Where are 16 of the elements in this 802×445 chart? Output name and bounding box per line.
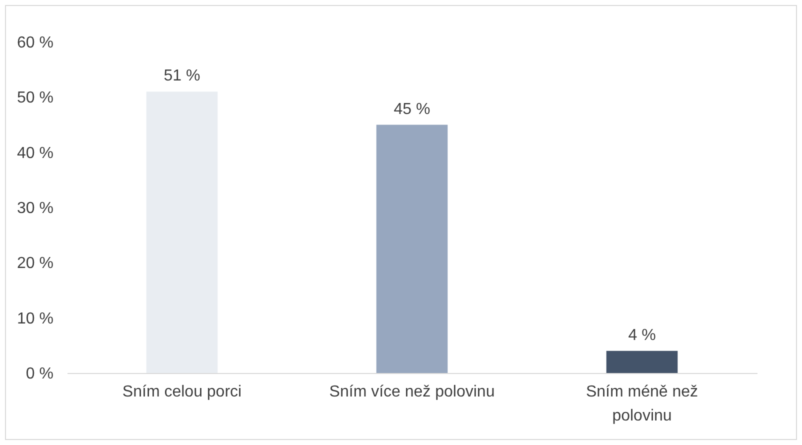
data-label: 51 %: [164, 68, 200, 85]
y-tick-label: 20 %: [17, 255, 54, 272]
bar: [606, 350, 678, 373]
y-tick-label: 10 %: [17, 310, 54, 328]
x-tick-label: Sním méně než polovinu: [586, 384, 698, 424]
data-label: 45 %: [394, 100, 430, 118]
y-tick-label: 60 %: [17, 34, 54, 52]
y-tick-label: 50 %: [17, 90, 54, 107]
y-tick-label: 30 %: [17, 200, 54, 217]
data-label: 4 %: [628, 326, 656, 344]
bar: [376, 124, 448, 373]
x-tick-label: Sním celou porci: [122, 384, 242, 400]
bar: [146, 92, 218, 373]
y-tick-label: 40 %: [17, 144, 54, 162]
x-tick-label: Sním více než polovinu: [329, 384, 495, 400]
y-tick-label: 0 %: [26, 366, 54, 382]
